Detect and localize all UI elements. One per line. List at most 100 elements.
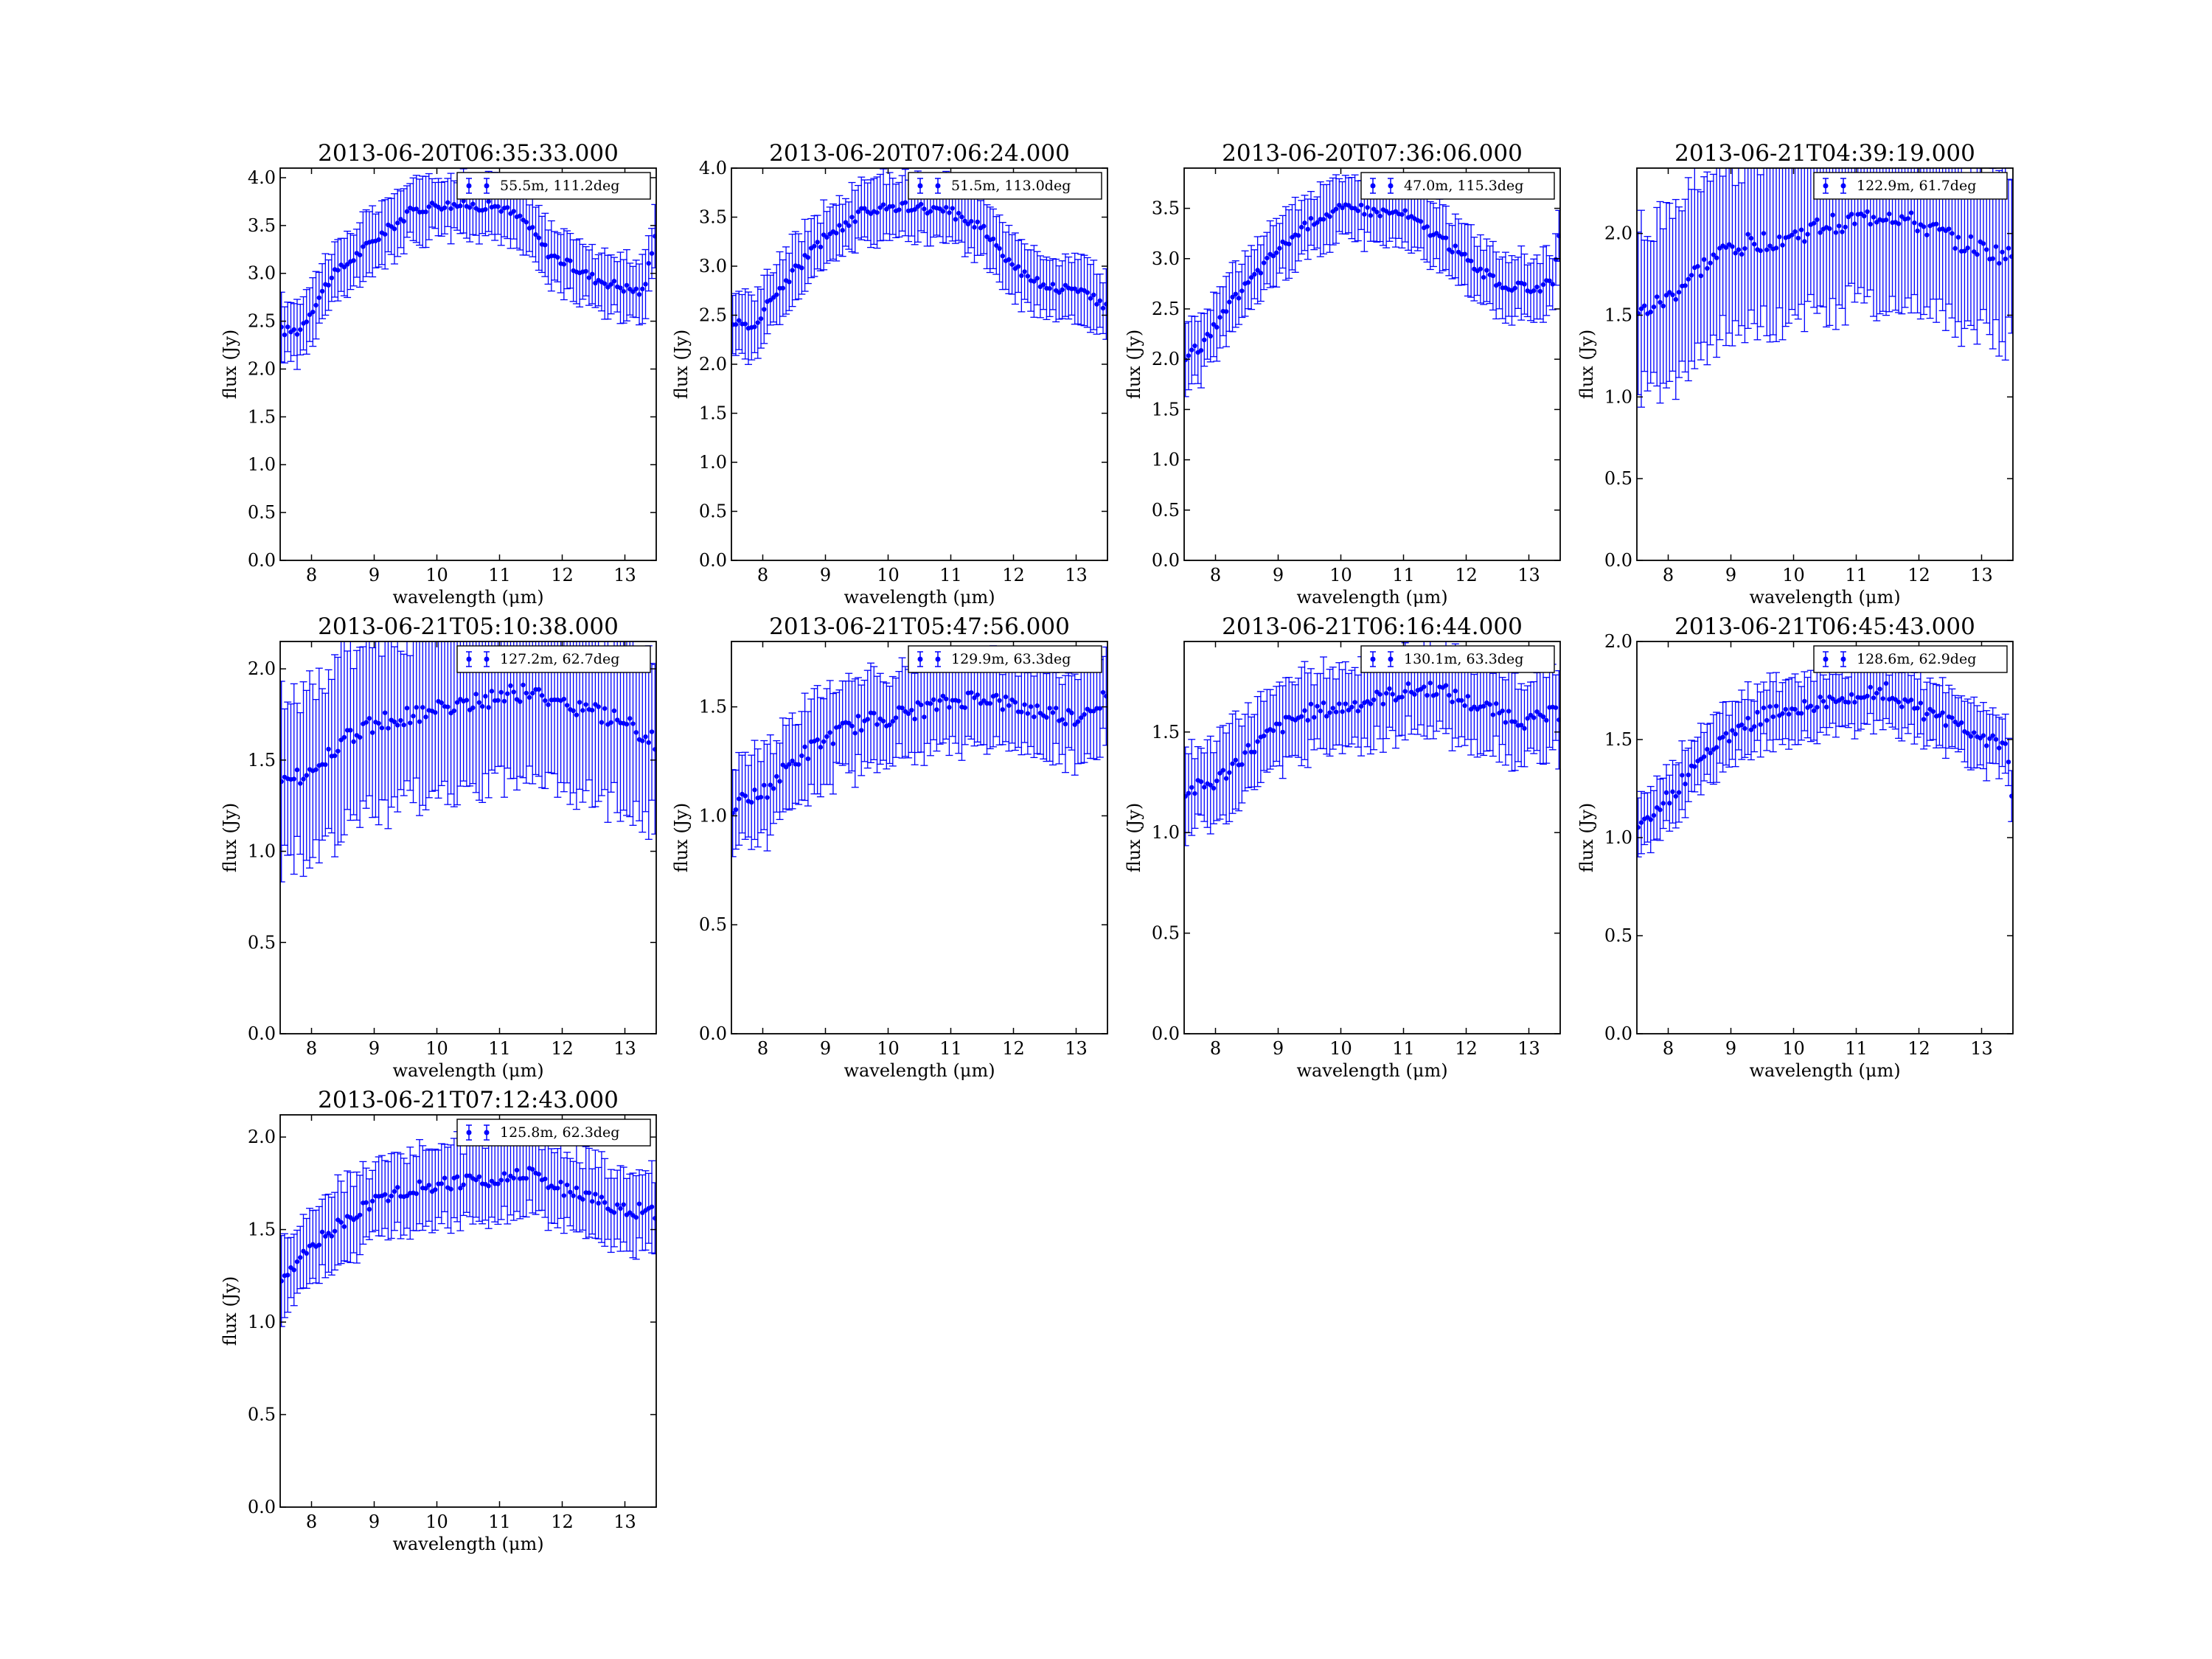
x-tick-label: 13 bbox=[613, 1512, 636, 1532]
data-point bbox=[1550, 282, 1555, 287]
data-point bbox=[1019, 273, 1024, 279]
data-point bbox=[1286, 241, 1292, 247]
data-point bbox=[837, 724, 842, 729]
data-point bbox=[448, 206, 453, 212]
data-point bbox=[1705, 265, 1710, 271]
data-point bbox=[1883, 681, 1889, 686]
data-point bbox=[1443, 683, 1449, 688]
data-point bbox=[323, 1234, 328, 1239]
subplot-title: 2013-06-20T06:35:33.000 bbox=[318, 140, 619, 167]
data-point bbox=[1698, 273, 1704, 279]
y-tick-label: 2.0 bbox=[1604, 223, 1632, 244]
x-tick-label: 8 bbox=[1663, 1038, 1674, 1059]
data-point bbox=[824, 734, 830, 740]
subplot-1: 2013-06-20T06:35:33.000 8 9 10 11 12 13 0.0 0.5 1… bbox=[220, 140, 657, 608]
x-tick-label: 10 bbox=[877, 1038, 900, 1059]
data-point bbox=[890, 204, 896, 209]
data-point bbox=[774, 292, 779, 297]
legend-marker bbox=[1370, 183, 1376, 189]
data-point bbox=[1984, 247, 1989, 252]
data-point bbox=[1667, 801, 1672, 806]
legend-box bbox=[1360, 172, 1555, 200]
data-point bbox=[1764, 717, 1770, 723]
data-point bbox=[1673, 793, 1678, 799]
data-point bbox=[1506, 709, 1512, 714]
data-point bbox=[1651, 305, 1657, 310]
data-point bbox=[1422, 684, 1427, 689]
y-tick-label: 3.0 bbox=[699, 256, 727, 276]
data-point bbox=[1686, 772, 1691, 778]
data-point bbox=[498, 689, 504, 695]
data-point bbox=[1497, 281, 1502, 287]
series-9 bbox=[280, 1124, 656, 1327]
data-point bbox=[1255, 739, 1260, 744]
data-point bbox=[752, 787, 757, 793]
data-point bbox=[417, 1179, 422, 1184]
data-point bbox=[1537, 288, 1543, 294]
data-point bbox=[364, 720, 369, 725]
plot-frame bbox=[731, 641, 1108, 1034]
data-point bbox=[1393, 209, 1399, 215]
series-8 bbox=[1637, 647, 2013, 858]
data-point bbox=[1079, 715, 1084, 720]
data-point bbox=[733, 807, 739, 813]
data-point bbox=[1848, 212, 1854, 217]
data-point bbox=[934, 707, 939, 712]
data-point bbox=[282, 332, 288, 338]
data-point bbox=[1522, 282, 1527, 287]
y-tick-label: 0.5 bbox=[699, 501, 727, 522]
data-point bbox=[470, 201, 476, 206]
legend-box bbox=[456, 172, 651, 200]
data-point bbox=[1783, 706, 1788, 712]
data-point bbox=[1214, 324, 1220, 330]
data-point bbox=[577, 700, 582, 705]
data-point bbox=[1028, 704, 1034, 709]
data-point bbox=[1525, 716, 1530, 721]
data-point bbox=[615, 1202, 620, 1207]
x-axis-label: wavelength (μm) bbox=[392, 1060, 543, 1081]
data-point bbox=[1660, 801, 1666, 806]
data-point bbox=[733, 321, 739, 327]
data-point bbox=[1327, 710, 1332, 715]
data-point bbox=[329, 1234, 335, 1239]
data-point bbox=[1943, 723, 1949, 728]
y-tick-label: 1.5 bbox=[248, 406, 276, 427]
data-point bbox=[1025, 274, 1031, 279]
y-tick-label: 0.5 bbox=[1604, 925, 1632, 946]
data-point bbox=[366, 1206, 372, 1212]
data-point bbox=[1531, 715, 1537, 720]
data-point bbox=[1223, 309, 1229, 314]
data-point bbox=[514, 1167, 520, 1173]
data-point bbox=[1324, 714, 1329, 719]
y-tick-label: 0.0 bbox=[699, 1023, 727, 1044]
data-point bbox=[1955, 234, 1961, 240]
data-point bbox=[1912, 220, 1917, 226]
data-point bbox=[1060, 717, 1065, 722]
data-point bbox=[408, 720, 413, 726]
x-tick-label: 11 bbox=[939, 565, 962, 585]
data-point bbox=[316, 1242, 321, 1248]
data-point bbox=[618, 285, 623, 291]
data-point bbox=[1811, 220, 1817, 226]
data-point bbox=[1528, 712, 1534, 718]
data-point bbox=[1075, 719, 1081, 724]
data-point bbox=[796, 762, 801, 767]
data-point bbox=[326, 282, 331, 288]
x-tick-label: 13 bbox=[1065, 1038, 1088, 1059]
data-point bbox=[624, 282, 630, 288]
data-point bbox=[1261, 260, 1267, 265]
x-tick-label: 9 bbox=[369, 565, 380, 585]
data-point bbox=[1658, 807, 1663, 813]
data-point bbox=[1755, 709, 1760, 715]
legend-marker bbox=[484, 183, 490, 189]
subplot-title: 2013-06-21T05:47:56.000 bbox=[769, 613, 1070, 640]
data-point bbox=[1764, 247, 1770, 252]
y-tick-label: 2.0 bbox=[248, 658, 276, 679]
plot-frame bbox=[1183, 641, 1561, 1034]
x-tick-label: 12 bbox=[1907, 565, 1930, 585]
data-point bbox=[742, 793, 748, 799]
data-point bbox=[442, 1175, 448, 1180]
data-point bbox=[369, 730, 375, 735]
data-point bbox=[1255, 268, 1260, 273]
data-point bbox=[653, 747, 656, 752]
